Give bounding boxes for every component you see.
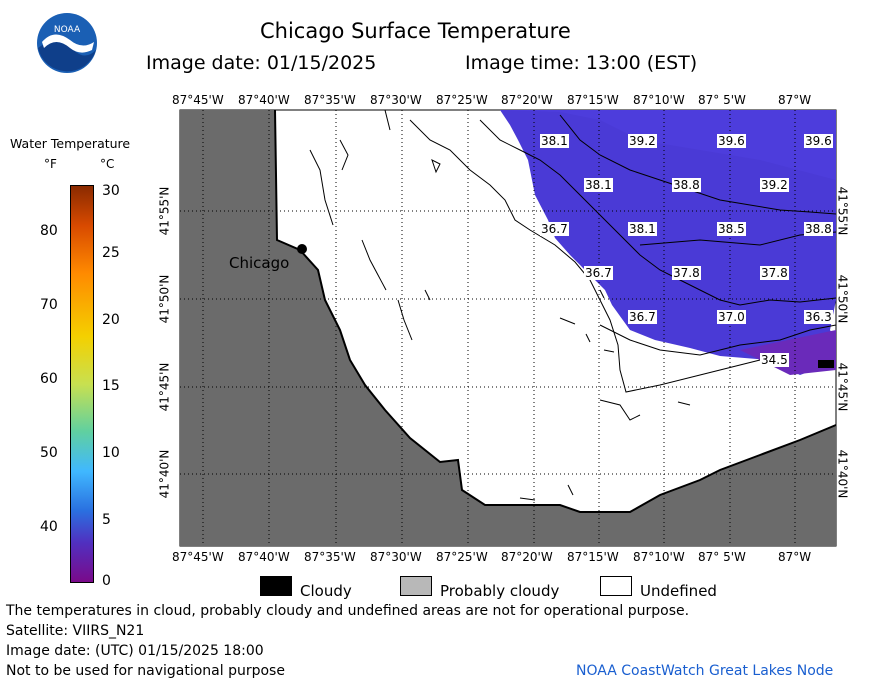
temp-label: 38.8 <box>804 222 833 236</box>
lon-label: 87°30'W <box>370 550 422 564</box>
lon-label: 87°10'W <box>633 93 685 107</box>
lat-label: 41°50'N <box>157 274 172 324</box>
noaa-logo: NOAA <box>36 12 98 74</box>
lon-label: 87°W <box>778 550 812 564</box>
temp-label: 36.7 <box>540 222 569 236</box>
image-time: Image time: 13:00 (EST) <box>465 52 698 74</box>
lon-label: 87° 5'W <box>698 93 746 107</box>
c-tick: 20 <box>102 312 120 328</box>
city-label: Chicago <box>229 254 290 272</box>
probably-cloudy-swatch <box>400 576 432 596</box>
f-tick: 70 <box>40 297 58 313</box>
satellite: Satellite: VIIRS_N21 <box>6 623 145 639</box>
lon-label: 87°30'W <box>370 93 422 107</box>
lon-label: 87°35'W <box>304 550 356 564</box>
lon-label: 87°10'W <box>633 550 685 564</box>
c-tick: 30 <box>102 183 120 199</box>
temp-label: 37.8 <box>672 266 701 280</box>
temp-label: 39.6 <box>717 134 746 148</box>
image-date: Image date: 01/15/2025 <box>146 52 377 74</box>
temp-label: 38.8 <box>672 178 701 192</box>
cloudy-label: Cloudy <box>300 582 352 600</box>
c-tick: 0 <box>102 573 111 589</box>
temp-label: 37.0 <box>717 310 746 324</box>
cloudy-pixel <box>818 360 834 368</box>
f-tick: 80 <box>40 223 58 239</box>
chicago-marker <box>297 244 307 254</box>
temp-label: 36.7 <box>628 310 657 324</box>
temperature-map <box>179 109 837 547</box>
lon-label: 87°40'W <box>238 550 290 564</box>
c-tick: 25 <box>102 245 120 261</box>
lon-label: 87°W <box>778 93 812 107</box>
credit: NOAA CoastWatch Great Lakes Node <box>576 663 834 679</box>
temp-label: 39.6 <box>804 134 833 148</box>
lon-label: 87°40'W <box>238 93 290 107</box>
colorbar <box>70 185 94 583</box>
temp-label: 36.3 <box>804 310 833 324</box>
c-tick: 15 <box>102 378 120 394</box>
temp-label: 37.8 <box>760 266 789 280</box>
lon-label: 87°20'W <box>501 93 553 107</box>
undefined-label: Undefined <box>640 582 717 600</box>
land-west <box>180 110 836 546</box>
colorbar-title: Water Temperature <box>10 136 131 151</box>
cloudy-swatch <box>260 576 292 596</box>
temp-label: 36.7 <box>584 266 613 280</box>
temp-label: 38.1 <box>584 178 613 192</box>
lon-label: 87°25'W <box>436 93 488 107</box>
f-tick: 50 <box>40 445 58 461</box>
disclaimer: The temperatures in cloud, probably clou… <box>6 603 690 619</box>
undefined-swatch <box>600 576 632 596</box>
temp-label: 38.1 <box>628 222 657 236</box>
lat-label: 41°50'N <box>835 274 850 324</box>
lat-label: 41°40'N <box>835 449 850 499</box>
probably-cloudy-label: Probably cloudy <box>440 582 560 600</box>
shoreline <box>274 109 837 513</box>
lon-label: 87°35'W <box>304 93 356 107</box>
lon-label: 87°45'W <box>172 550 224 564</box>
lon-label: 87°15'W <box>567 93 619 107</box>
f-tick: 60 <box>40 371 58 387</box>
lat-label: 41°45'N <box>835 362 850 412</box>
lon-label: 87°25'W <box>436 550 488 564</box>
navigation-note: Not to be used for navigational purpose <box>6 663 285 679</box>
lon-label: 87° 5'W <box>698 550 746 564</box>
utc-date: Image date: (UTC) 01/15/2025 18:00 <box>6 643 264 659</box>
logo-text: NOAA <box>54 25 81 35</box>
f-tick: 40 <box>40 519 58 535</box>
temp-label: 38.5 <box>717 222 746 236</box>
colorbar-unit-c: °C <box>100 157 115 171</box>
lon-label: 87°15'W <box>567 550 619 564</box>
temp-label: 38.1 <box>540 134 569 148</box>
lon-label: 87°20'W <box>501 550 553 564</box>
lat-label: 41°45'N <box>157 362 172 412</box>
c-tick: 10 <box>102 445 120 461</box>
colorbar-unit-f: °F <box>44 157 57 171</box>
c-tick: 5 <box>102 512 111 528</box>
lat-label: 41°55'N <box>835 186 850 236</box>
lat-label: 41°40'N <box>157 449 172 499</box>
temp-label: 39.2 <box>760 178 789 192</box>
lon-label: 87°45'W <box>172 93 224 107</box>
lat-label: 41°55'N <box>157 186 172 236</box>
temp-label: 39.2 <box>628 134 657 148</box>
temp-label: 34.5 <box>760 353 789 367</box>
page-title: Chicago Surface Temperature <box>260 19 571 43</box>
